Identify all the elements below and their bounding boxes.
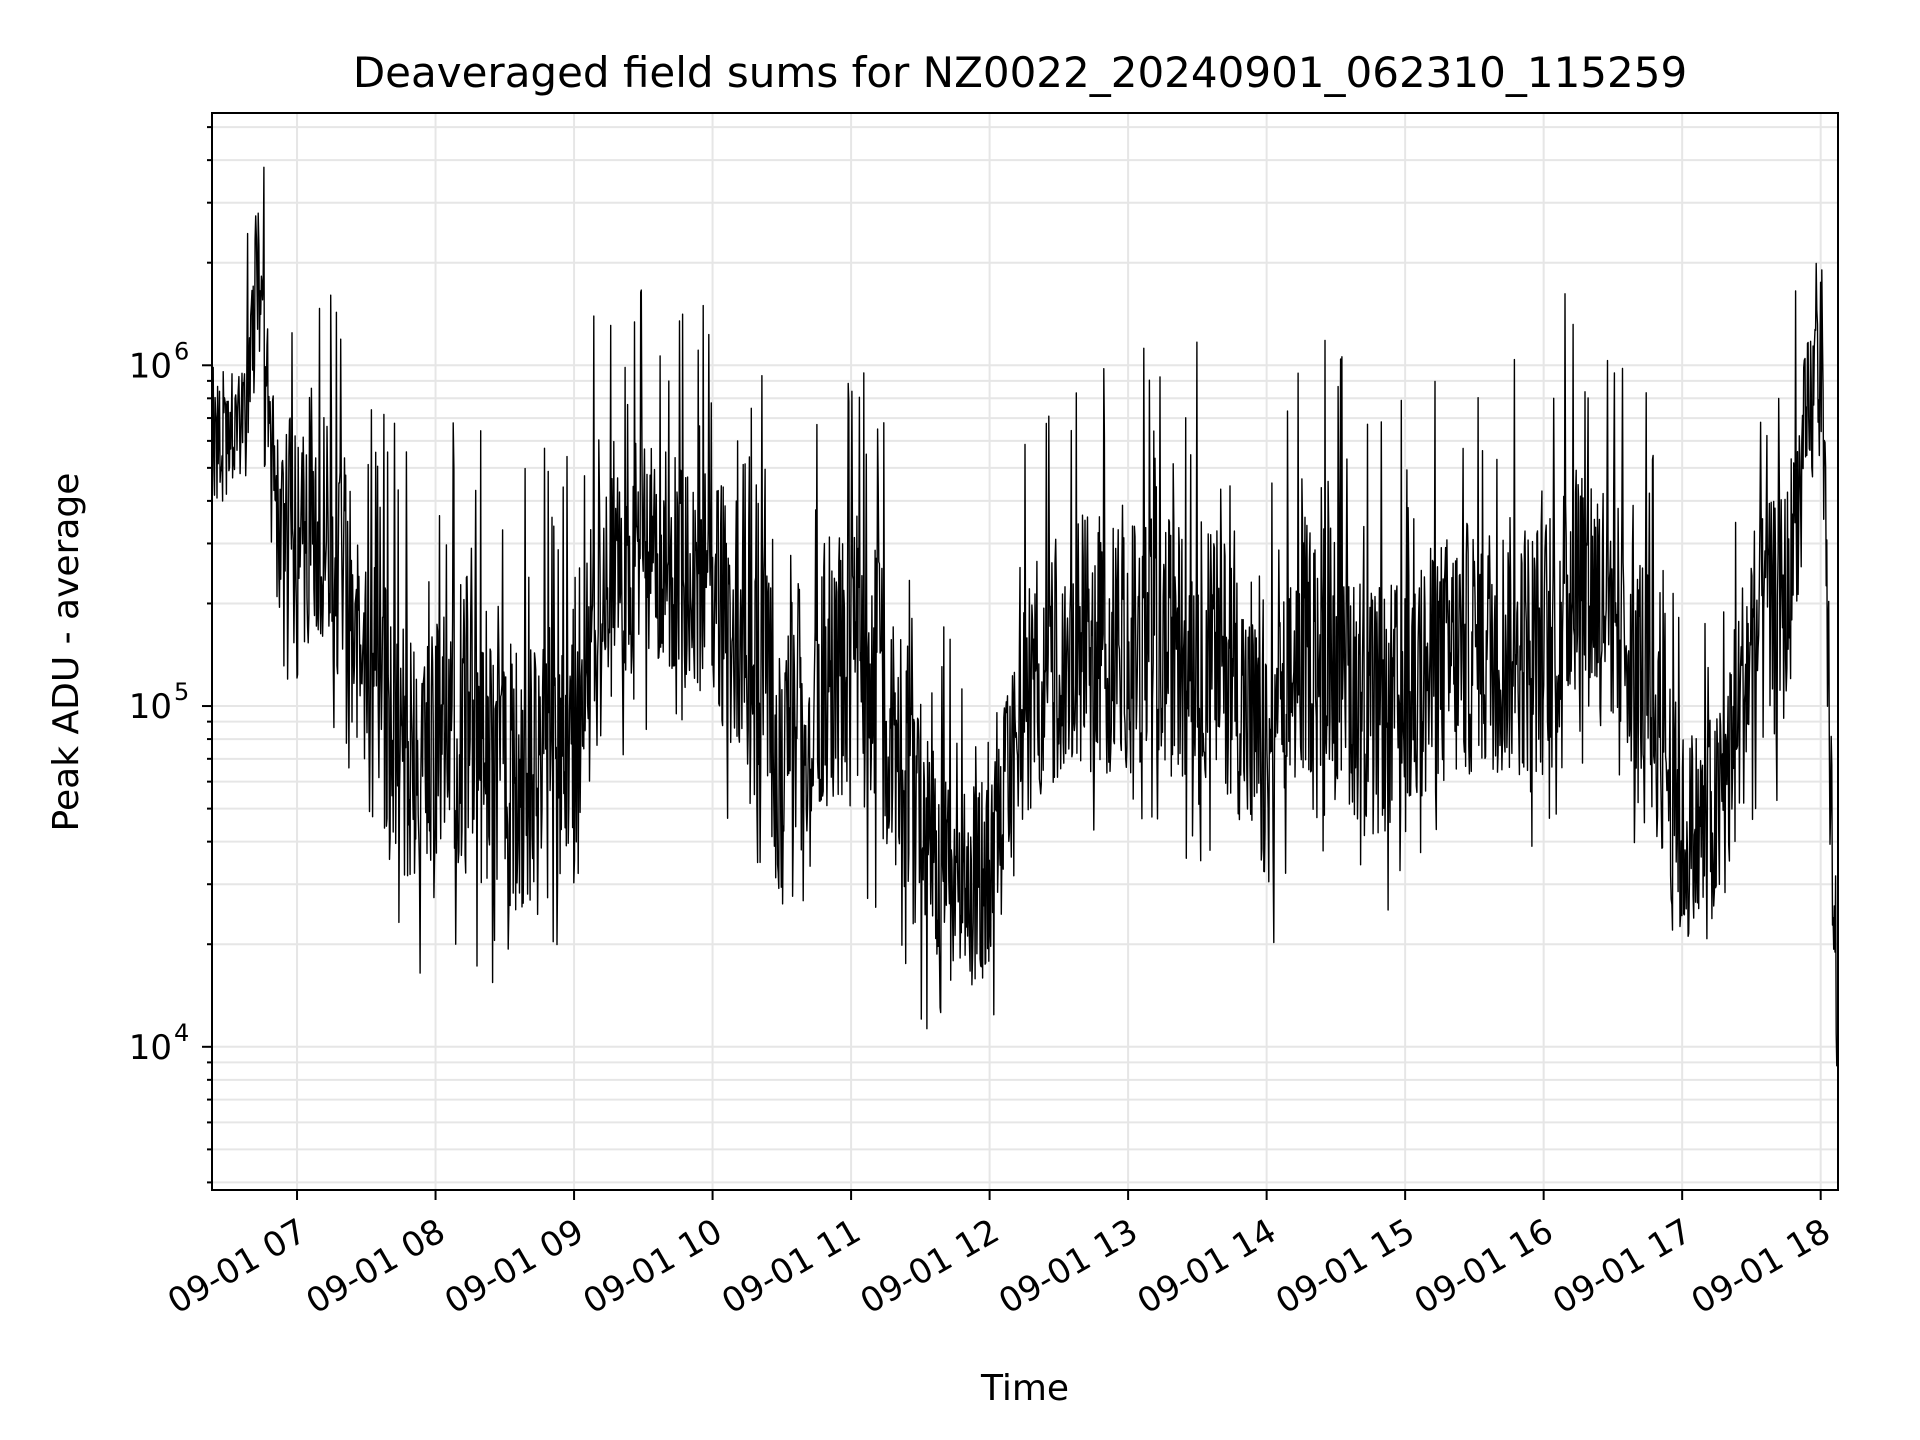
series-layer bbox=[211, 166, 1838, 1067]
y-tick-base: 10 bbox=[129, 346, 172, 386]
series-line bbox=[211, 166, 1838, 1067]
y-tick-label: 10 4 bbox=[129, 1019, 190, 1068]
y-tick-label: 10 5 bbox=[129, 678, 190, 727]
y-tick-exponent: 6 bbox=[174, 337, 189, 365]
y-tick-base: 10 bbox=[129, 687, 172, 727]
y-tick-label: 10 6 bbox=[129, 337, 190, 386]
y-tick-exponent: 4 bbox=[174, 1019, 189, 1047]
y-axis-label: Peak ADU - average bbox=[46, 473, 87, 832]
y-tick-exponent: 5 bbox=[174, 678, 189, 706]
plot-frame bbox=[211, 112, 1839, 1191]
chart-title: Deaveraged field sums for NZ0022_2024090… bbox=[353, 48, 1687, 97]
y-tick-base: 10 bbox=[129, 1028, 172, 1068]
x-axis-label: Time bbox=[980, 1368, 1069, 1409]
